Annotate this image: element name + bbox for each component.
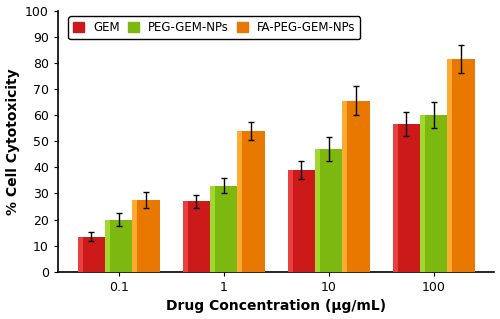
Bar bbox=[448, 59, 452, 272]
Bar bbox=[448, 59, 474, 272]
Bar bbox=[288, 170, 292, 272]
Bar bbox=[392, 124, 420, 272]
Bar bbox=[210, 186, 238, 272]
Bar bbox=[238, 131, 264, 272]
Y-axis label: % Cell Cytotoxicity: % Cell Cytotoxicity bbox=[6, 68, 20, 214]
X-axis label: Drug Concentration (μg/mL): Drug Concentration (μg/mL) bbox=[166, 300, 386, 314]
Bar bbox=[315, 149, 320, 272]
Bar bbox=[78, 237, 105, 272]
Bar bbox=[315, 149, 342, 272]
Legend: GEM, PEG-GEM-NPs, FA-PEG-GEM-NPs: GEM, PEG-GEM-NPs, FA-PEG-GEM-NPs bbox=[68, 17, 360, 39]
Bar bbox=[342, 101, 347, 272]
Bar bbox=[342, 101, 369, 272]
Bar bbox=[183, 201, 188, 272]
Bar bbox=[420, 115, 425, 272]
Bar bbox=[105, 219, 132, 272]
Bar bbox=[132, 200, 160, 272]
Bar bbox=[420, 115, 448, 272]
Bar bbox=[78, 237, 83, 272]
Bar bbox=[132, 200, 138, 272]
Bar bbox=[238, 131, 242, 272]
Bar bbox=[105, 219, 110, 272]
Bar bbox=[210, 186, 215, 272]
Bar bbox=[183, 201, 210, 272]
Bar bbox=[392, 124, 398, 272]
Bar bbox=[288, 170, 315, 272]
